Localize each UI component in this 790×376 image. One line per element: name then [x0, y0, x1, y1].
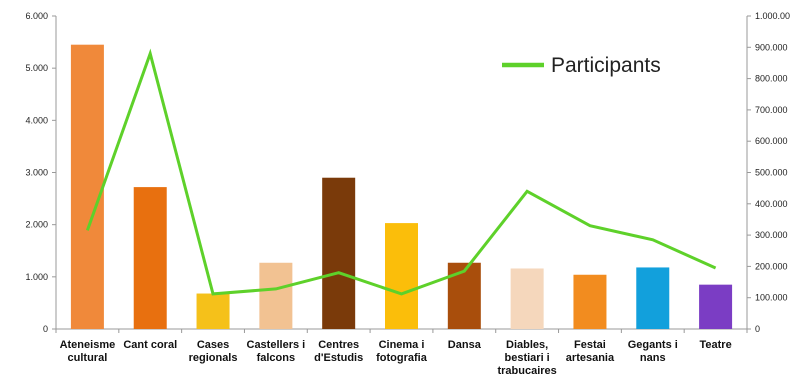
category-label-line: Dansa [448, 339, 482, 351]
category-label-line: Castellers i [247, 339, 306, 351]
category-label-line: trabucaires [497, 365, 556, 376]
category-label-line: cultural [68, 352, 108, 364]
legend-label: Participants [551, 54, 661, 77]
category-label-line: Centres [318, 339, 359, 351]
category-label-line: bestiari i [505, 352, 550, 364]
bar [385, 223, 418, 329]
category-label-line: Festai [574, 339, 606, 351]
right-tick-label: 900.000 [755, 42, 788, 52]
left-tick-label: 4.000 [25, 115, 48, 125]
left-tick-label: 5.000 [25, 63, 48, 73]
right-tick-label: 100.000 [755, 293, 788, 303]
category-label-line: Cases [197, 339, 229, 351]
category-label-line: artesania [566, 352, 615, 364]
bar [70, 44, 104, 330]
category-label-line: falcons [257, 352, 296, 364]
category-label-line: nans [640, 352, 666, 364]
left-tick-label: 2.000 [25, 220, 48, 230]
right-tick-label: 0 [755, 324, 760, 334]
right-tick-label: 800.000 [755, 74, 788, 84]
left-tick-label: 0 [43, 324, 48, 334]
left-tick-label: 3.000 [25, 168, 48, 178]
right-tick-label: 200.000 [755, 261, 788, 271]
category-label: Cinema i fotografia [376, 339, 428, 364]
axes: 0 1.000 2.000 3.000 4.000 5.000 6.000 0 100.000 2… [25, 11, 790, 334]
category-label: Ateneisme cultural [60, 339, 116, 364]
category-label: Cant coral [123, 339, 177, 351]
category-label: Centres d'Estudis [314, 339, 363, 364]
right-tick-label: 700.000 [755, 105, 788, 115]
category-label: Dansa [448, 339, 482, 351]
bar [259, 262, 293, 329]
bar [133, 187, 167, 329]
category-label: Diables, bestiari i trabucaires [497, 339, 556, 376]
category-label-line: regionals [189, 352, 238, 364]
category-label-line: d'Estudis [314, 352, 363, 364]
category-label-line: Cinema i [379, 339, 425, 351]
right-tick-label: 600.000 [755, 136, 788, 146]
bar [573, 274, 607, 329]
category-label-line: fotografia [376, 352, 428, 364]
right-tick-label: 400.000 [755, 199, 788, 209]
category-label-line: Cant coral [123, 339, 177, 351]
bar [510, 268, 544, 329]
left-tick-label: 6.000 [25, 11, 48, 21]
bar [636, 267, 670, 329]
category-label-line: Diables, [506, 339, 548, 351]
category-label-line: Gegants i [628, 339, 678, 351]
category-label: Festai artesania [566, 339, 615, 364]
bar [699, 284, 733, 329]
series-line [85, 48, 717, 296]
bar [196, 293, 230, 329]
category-labels: Ateneisme cultural Cant coral Cases regional… [60, 339, 732, 376]
bar [322, 177, 356, 329]
right-tick-label: 300.000 [755, 230, 788, 240]
right-tick-label: 1.000.000 [755, 11, 790, 21]
right-tick-label: 500.000 [755, 168, 788, 178]
category-label-line: Ateneisme [60, 339, 116, 351]
category-label: Teatre [699, 339, 731, 351]
bars [70, 44, 733, 330]
category-label: Cases regionals [189, 339, 238, 364]
category-label: Gegants i nans [628, 339, 678, 364]
legend: Participants [502, 54, 661, 77]
category-label-line: Teatre [699, 339, 731, 351]
participants-line [85, 48, 717, 296]
category-label: Castellers i falcons [247, 339, 306, 364]
left-tick-label: 1.000 [25, 272, 48, 282]
